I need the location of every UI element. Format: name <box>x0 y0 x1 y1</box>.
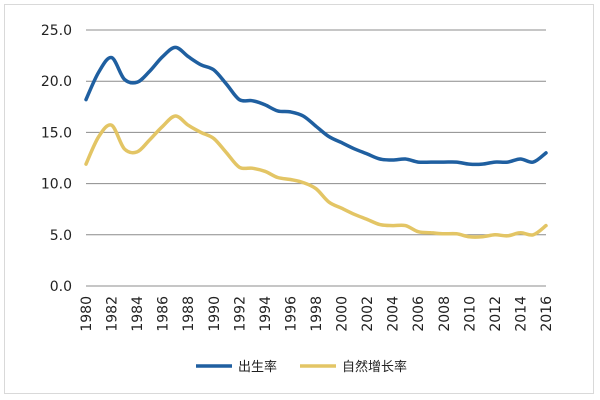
x-tick-label: 1984 <box>130 296 146 332</box>
x-tick-label: 2016 <box>539 296 555 332</box>
x-tick-label: 1998 <box>309 296 325 332</box>
x-tick-label: 1994 <box>258 296 274 332</box>
x-tick-label: 2008 <box>437 296 453 332</box>
x-tick-label: 1980 <box>79 296 95 332</box>
y-tick-label: 5.0 <box>50 228 72 244</box>
x-tick-label: 2002 <box>360 296 376 332</box>
x-tick-label: 1982 <box>105 296 121 332</box>
y-tick-label: 20.0 <box>41 74 72 90</box>
series-lines <box>84 45 548 239</box>
y-tick-label: 10.0 <box>41 177 72 193</box>
birth-rate-line <box>84 45 548 167</box>
x-tick-label: 2012 <box>488 296 504 332</box>
x-tick-label: 2004 <box>386 296 402 332</box>
x-tick-label: 2000 <box>335 296 351 332</box>
x-axis-ticks: 1980 1982 1984 1986 1988 1990 1992 1994 1996 1998… <box>79 296 555 332</box>
y-axis-ticks: 0.0 5.0 10.0 15.0 20.0 25.0 <box>41 23 72 295</box>
natural-growth-rate-line <box>84 114 548 239</box>
legend-item-natural-growth-rate: 自然增长率 <box>300 359 407 375</box>
y-tick-label: 25.0 <box>41 23 72 39</box>
x-tick-label: 2006 <box>411 296 427 332</box>
x-tick-label: 1986 <box>156 296 172 332</box>
y-tick-label: 15.0 <box>41 125 72 141</box>
legend: 出生率 自然增长率 <box>196 359 407 375</box>
x-tick-label: 1990 <box>207 296 223 332</box>
x-tick-label: 2010 <box>462 296 478 332</box>
x-tick-label: 2014 <box>513 296 529 332</box>
gridlines <box>86 29 546 287</box>
legend-label: 出生率 <box>238 359 277 375</box>
legend-label: 自然增长率 <box>342 359 407 375</box>
x-tick-label: 1988 <box>181 296 197 332</box>
x-tick-label: 1992 <box>232 296 248 332</box>
y-tick-label: 0.0 <box>50 279 72 295</box>
x-tick-label: 1996 <box>283 296 299 332</box>
legend-item-birth-rate: 出生率 <box>196 359 277 375</box>
